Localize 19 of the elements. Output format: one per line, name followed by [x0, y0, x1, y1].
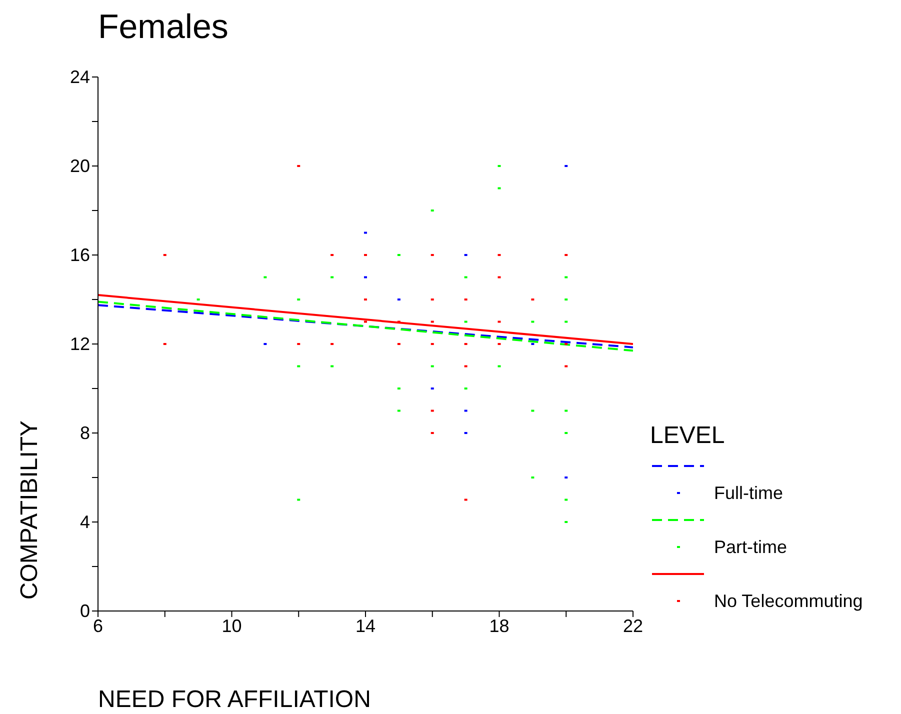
x-tick-label: 18: [489, 616, 510, 636]
chart-title: Females: [98, 8, 228, 47]
y-tick-label: 20: [70, 156, 90, 176]
y-tick-label: 16: [70, 245, 90, 265]
legend-label: Part-time: [714, 536, 788, 558]
legend-label: Full-time: [714, 482, 784, 504]
y-tick-label: 24: [70, 67, 90, 87]
x-axis-title: NEED FOR AFFILIATION: [98, 686, 371, 714]
y-tick-label: 4: [80, 512, 90, 532]
y-tick-label: 12: [70, 334, 90, 354]
y-tick-label: 8: [80, 423, 90, 443]
x-tick-label: 6: [92, 616, 104, 636]
x-tick-label: 14: [355, 616, 376, 636]
y-tick-label: 0: [80, 601, 90, 621]
x-tick-label: 10: [222, 616, 242, 636]
legend-title: LEVEL: [650, 422, 726, 450]
x-tick-label: 22: [622, 616, 644, 636]
y-axis-title: COMPATIBILITY: [16, 420, 44, 600]
legend-label: No Telecommuting: [714, 590, 863, 612]
